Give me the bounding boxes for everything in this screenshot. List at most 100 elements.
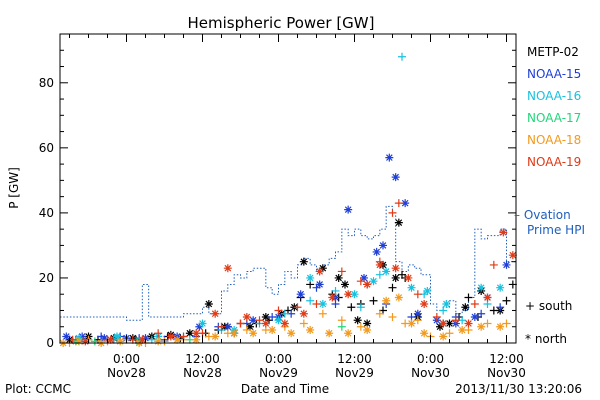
data-point-north bbox=[192, 335, 201, 344]
data-point-north bbox=[268, 325, 277, 334]
legend-entry: NOAA-17 bbox=[527, 111, 581, 125]
data-point-north bbox=[461, 303, 470, 312]
axes: 0204060800:00Nov2812:00Nov280:00Nov2912:… bbox=[39, 33, 526, 380]
data-point-north bbox=[78, 332, 87, 341]
data-point-south bbox=[483, 319, 492, 328]
data-point-south bbox=[413, 290, 422, 299]
data-point-north bbox=[464, 319, 473, 328]
data-point-north bbox=[360, 273, 368, 282]
data-point-south bbox=[274, 306, 283, 315]
data-point-north bbox=[328, 293, 337, 302]
data-point-north bbox=[499, 228, 508, 237]
x-tick-label-date: Nov30 bbox=[411, 366, 450, 380]
data-point-north bbox=[113, 332, 121, 341]
data-point-north bbox=[315, 280, 324, 289]
data-point-north bbox=[223, 264, 232, 273]
data-point-north bbox=[299, 309, 308, 318]
data-point-north bbox=[391, 273, 400, 282]
data-point-north bbox=[477, 322, 486, 331]
data-point-north bbox=[100, 334, 109, 343]
data-point-south bbox=[375, 309, 384, 318]
data-point-north bbox=[445, 319, 454, 328]
data-point-north bbox=[116, 337, 125, 346]
x-tick-label-time: 0:00 bbox=[265, 352, 292, 366]
data-point-north bbox=[496, 283, 505, 292]
data-point-north bbox=[508, 251, 517, 260]
data-point-north bbox=[173, 335, 182, 344]
data-point-north bbox=[296, 290, 305, 299]
data-point-south bbox=[68, 335, 77, 344]
data-point-north bbox=[204, 299, 213, 308]
data-point-north bbox=[62, 332, 71, 341]
data-point-north bbox=[391, 173, 400, 182]
data-point-north bbox=[436, 322, 444, 331]
data-point-north bbox=[344, 329, 353, 338]
data-point-north bbox=[413, 309, 422, 318]
x-tick-label-date: Nov28 bbox=[107, 366, 146, 380]
data-point-south bbox=[356, 303, 365, 312]
y-tick-label: 20 bbox=[39, 271, 54, 285]
data-point-north bbox=[75, 337, 83, 346]
data-point-south bbox=[293, 303, 302, 312]
data-point-north bbox=[341, 280, 349, 289]
data-point-north bbox=[407, 283, 416, 292]
data-point-south bbox=[312, 299, 321, 308]
data-point-north bbox=[306, 273, 315, 282]
data-point-north bbox=[483, 293, 492, 302]
x-tick-label-time: 0:00 bbox=[113, 352, 140, 366]
data-point-south bbox=[496, 303, 505, 312]
data-point-north bbox=[249, 316, 258, 325]
data-point-south bbox=[375, 270, 384, 279]
data-point-north bbox=[154, 337, 163, 346]
data-point-south bbox=[299, 319, 308, 328]
data-point-north bbox=[306, 325, 315, 334]
data-point-north bbox=[211, 309, 220, 318]
data-point-south bbox=[236, 319, 245, 328]
data-point-north bbox=[375, 260, 384, 269]
y-tick-label: 0 bbox=[46, 336, 54, 350]
x-tick-label-date: Nov30 bbox=[487, 366, 526, 380]
data-point-north bbox=[261, 312, 270, 321]
y-tick-label: 80 bbox=[39, 76, 54, 90]
data-point-north bbox=[502, 260, 511, 269]
legend-entry: NOAA-19 bbox=[527, 155, 581, 169]
data-point-south bbox=[356, 322, 365, 331]
data-point-south bbox=[489, 260, 498, 269]
data-point-south bbox=[356, 277, 365, 286]
footer-left: Plot: CCMC bbox=[5, 382, 71, 396]
data-point-north bbox=[249, 329, 258, 338]
data-point-north bbox=[344, 290, 353, 299]
data-point-south bbox=[388, 312, 397, 321]
data-point-north bbox=[353, 316, 362, 325]
data-point-south bbox=[217, 322, 226, 331]
data-point-north bbox=[382, 296, 391, 305]
data-point-south bbox=[318, 309, 327, 318]
data-point-south bbox=[331, 286, 340, 295]
data-point-south bbox=[470, 299, 479, 308]
x-tick-label-date: Nov29 bbox=[259, 366, 298, 380]
legend-entry: NOAA-16 bbox=[527, 89, 581, 103]
data-point-north bbox=[350, 290, 359, 299]
data-point-south bbox=[337, 267, 346, 276]
data-point-south bbox=[388, 283, 397, 292]
data-point-north bbox=[385, 153, 394, 162]
x-tick-label-time: 12:00 bbox=[337, 352, 372, 366]
data-point-north bbox=[280, 319, 289, 328]
data-point-south bbox=[508, 280, 517, 289]
data-point-north bbox=[363, 325, 372, 334]
data-point-north bbox=[334, 273, 343, 282]
data-point-north bbox=[242, 312, 251, 321]
data-point-north bbox=[230, 329, 239, 338]
data-point-north bbox=[299, 257, 308, 266]
y-tick-label: 60 bbox=[39, 141, 54, 155]
x-tick-label-date: Nov29 bbox=[335, 366, 374, 380]
data-point-south bbox=[280, 309, 289, 318]
x-tick-label-time: 12:00 bbox=[185, 352, 220, 366]
data-point-north bbox=[382, 267, 391, 276]
data-point-north bbox=[404, 273, 413, 282]
legend-entry: METP-02 bbox=[527, 45, 579, 59]
data-point-south bbox=[398, 52, 406, 61]
legend-north: * north bbox=[525, 332, 567, 346]
x-tick-label-time: 12:00 bbox=[489, 352, 524, 366]
